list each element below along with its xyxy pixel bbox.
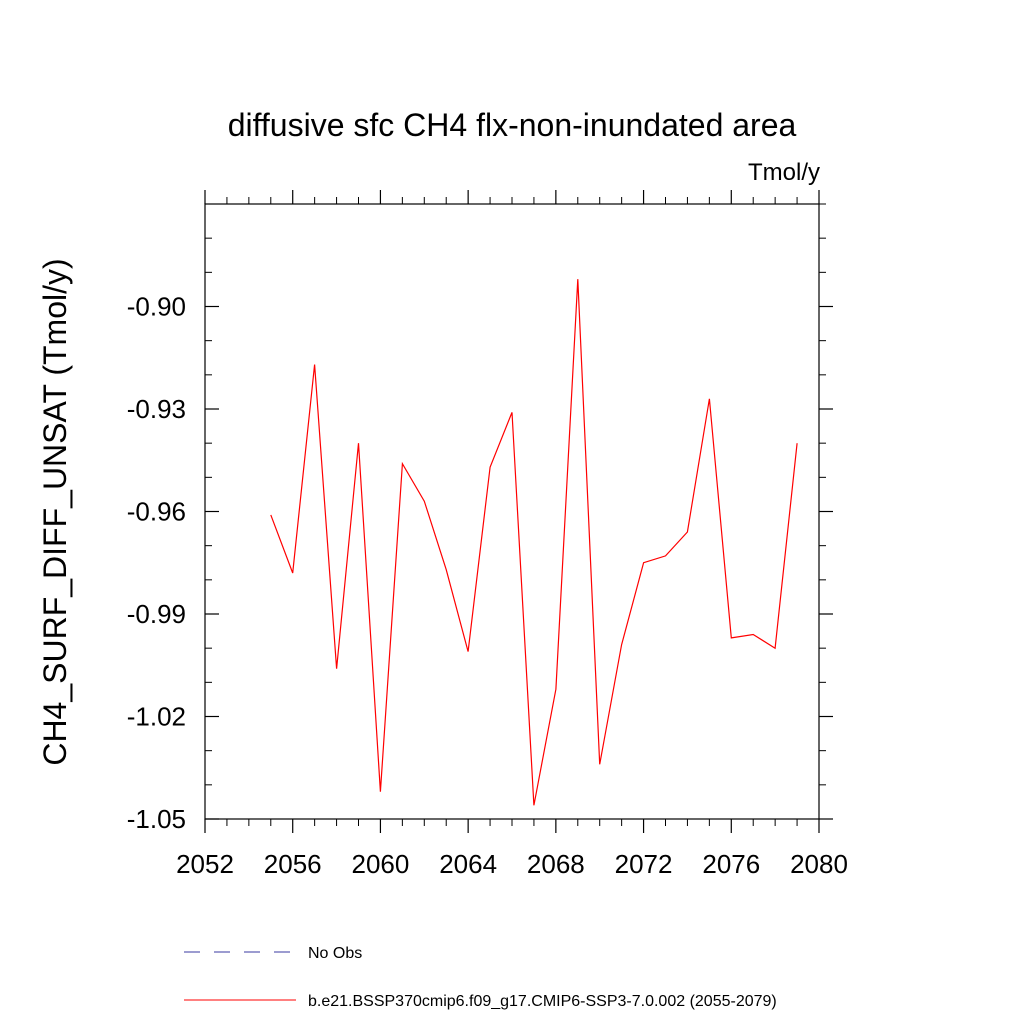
plot-area [270,279,798,806]
x-tick-label: 2076 [702,849,760,879]
units-label: Tmol/y [748,159,820,186]
y-tick-label: -1.02 [127,702,186,732]
legend: No Obs b.e21.BSSP370cmip6.f09_g17.CMIP6-S… [184,945,777,1010]
axes: 2052 2056 2060 2064 2068 2072 2076 2080 -1.05 -1.… [127,190,848,879]
x-tick-label: 2068 [527,849,585,879]
x-tick-label: 2056 [264,849,322,879]
x-tick-label: 2060 [352,849,410,879]
y-tick-label: -0.93 [127,394,186,424]
legend-label: No Obs [308,945,362,962]
y-tick-label: -1.05 [127,804,186,834]
y-tick-label: -0.99 [127,599,186,629]
y-tick-label: -0.90 [127,292,186,322]
y-tick-label: -0.96 [127,497,186,527]
y-axis-label: CH4_SURF_DIFF_UNSAT (Tmol/y) [37,258,73,765]
series-line [270,279,798,806]
plot-frame [204,203,820,820]
x-tick-label: 2064 [439,849,497,879]
chart-title: diffusive sfc CH4 flx-non-inundated area [228,107,797,143]
legend-label: b.e21.BSSP370cmip6.f09_g17.CMIP6-SSP3-7.… [308,993,777,1010]
x-tick-label: 2072 [615,849,673,879]
x-tick-label: 2080 [790,849,848,879]
x-tick-label: 2052 [176,849,234,879]
